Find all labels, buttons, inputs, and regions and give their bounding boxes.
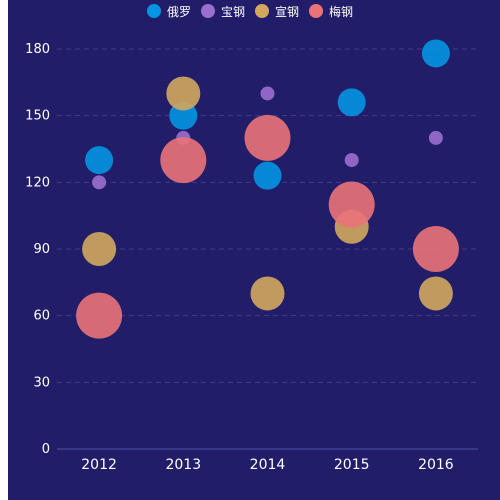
bubble-series-0-point-0[interactable] [85,146,114,175]
y-tick-label: 180 [25,42,50,57]
bubble-series-3-point-4[interactable] [412,226,459,272]
legend-item-series-2[interactable]: 宣钢 [255,3,299,20]
x-tick-label-2013: 2013 [165,457,201,473]
legend-item-series-0[interactable]: 俄罗 [146,3,191,20]
y-tick-label: 120 [25,175,50,190]
legend-swatch-1 [200,4,215,18]
bubble-series-3-point-3[interactable] [328,181,375,228]
bubble-series-0-point-3[interactable] [337,88,366,117]
legend-swatch-0 [146,4,161,18]
x-tick-label-2016: 2016 [418,457,454,473]
bubble-series-3-point-0[interactable] [76,292,123,339]
legend-label-0: 俄罗 [166,4,191,19]
y-tick-label: 90 [33,242,50,257]
legend-label-1: 宝钢 [220,4,245,19]
chart-legend: 俄罗 宝钢 宣钢 梅钢 [0,0,500,22]
bubble-series-0-point-4[interactable] [421,39,450,68]
bubble-series-0-point-2[interactable] [253,161,282,190]
legend-label-2: 宣钢 [275,4,300,19]
y-tick-label: 30 [33,375,50,390]
bubble-series-1-point-3[interactable] [344,153,359,168]
legend-swatch-3 [309,4,324,18]
bubble-series-1-point-0[interactable] [92,175,107,190]
x-tick-label-2015: 2015 [334,457,370,473]
x-tick-label-2012: 2012 [81,457,117,473]
bubble-series-2-point-2[interactable] [250,276,285,311]
x-tick-label-2014: 2014 [250,457,286,473]
y-tick-label: 150 [25,109,50,124]
bubble-series-2-point-4[interactable] [418,276,453,311]
y-tick-label: 0 [42,442,50,457]
legend-item-series-3[interactable]: 梅钢 [309,3,353,20]
legend-swatch-2 [255,4,269,18]
bubble-series-2-point-0[interactable] [82,232,117,266]
bubble-series-3-point-2[interactable] [244,114,291,161]
bubbles [76,39,459,339]
legend-label-3: 梅钢 [329,4,354,19]
bubble-series-3-point-1[interactable] [160,137,207,184]
bubble-series-1-point-4[interactable] [428,130,443,145]
axes: 0 30 60 90 120 150 180 2012 2013 2014 2015 2016 [25,42,478,473]
y-tick-label: 60 [33,309,50,324]
bubble-series-1-point-2[interactable] [260,86,275,101]
legend-item-series-1[interactable]: 宝钢 [200,3,245,20]
bubble-series-2-point-1[interactable] [166,76,201,111]
